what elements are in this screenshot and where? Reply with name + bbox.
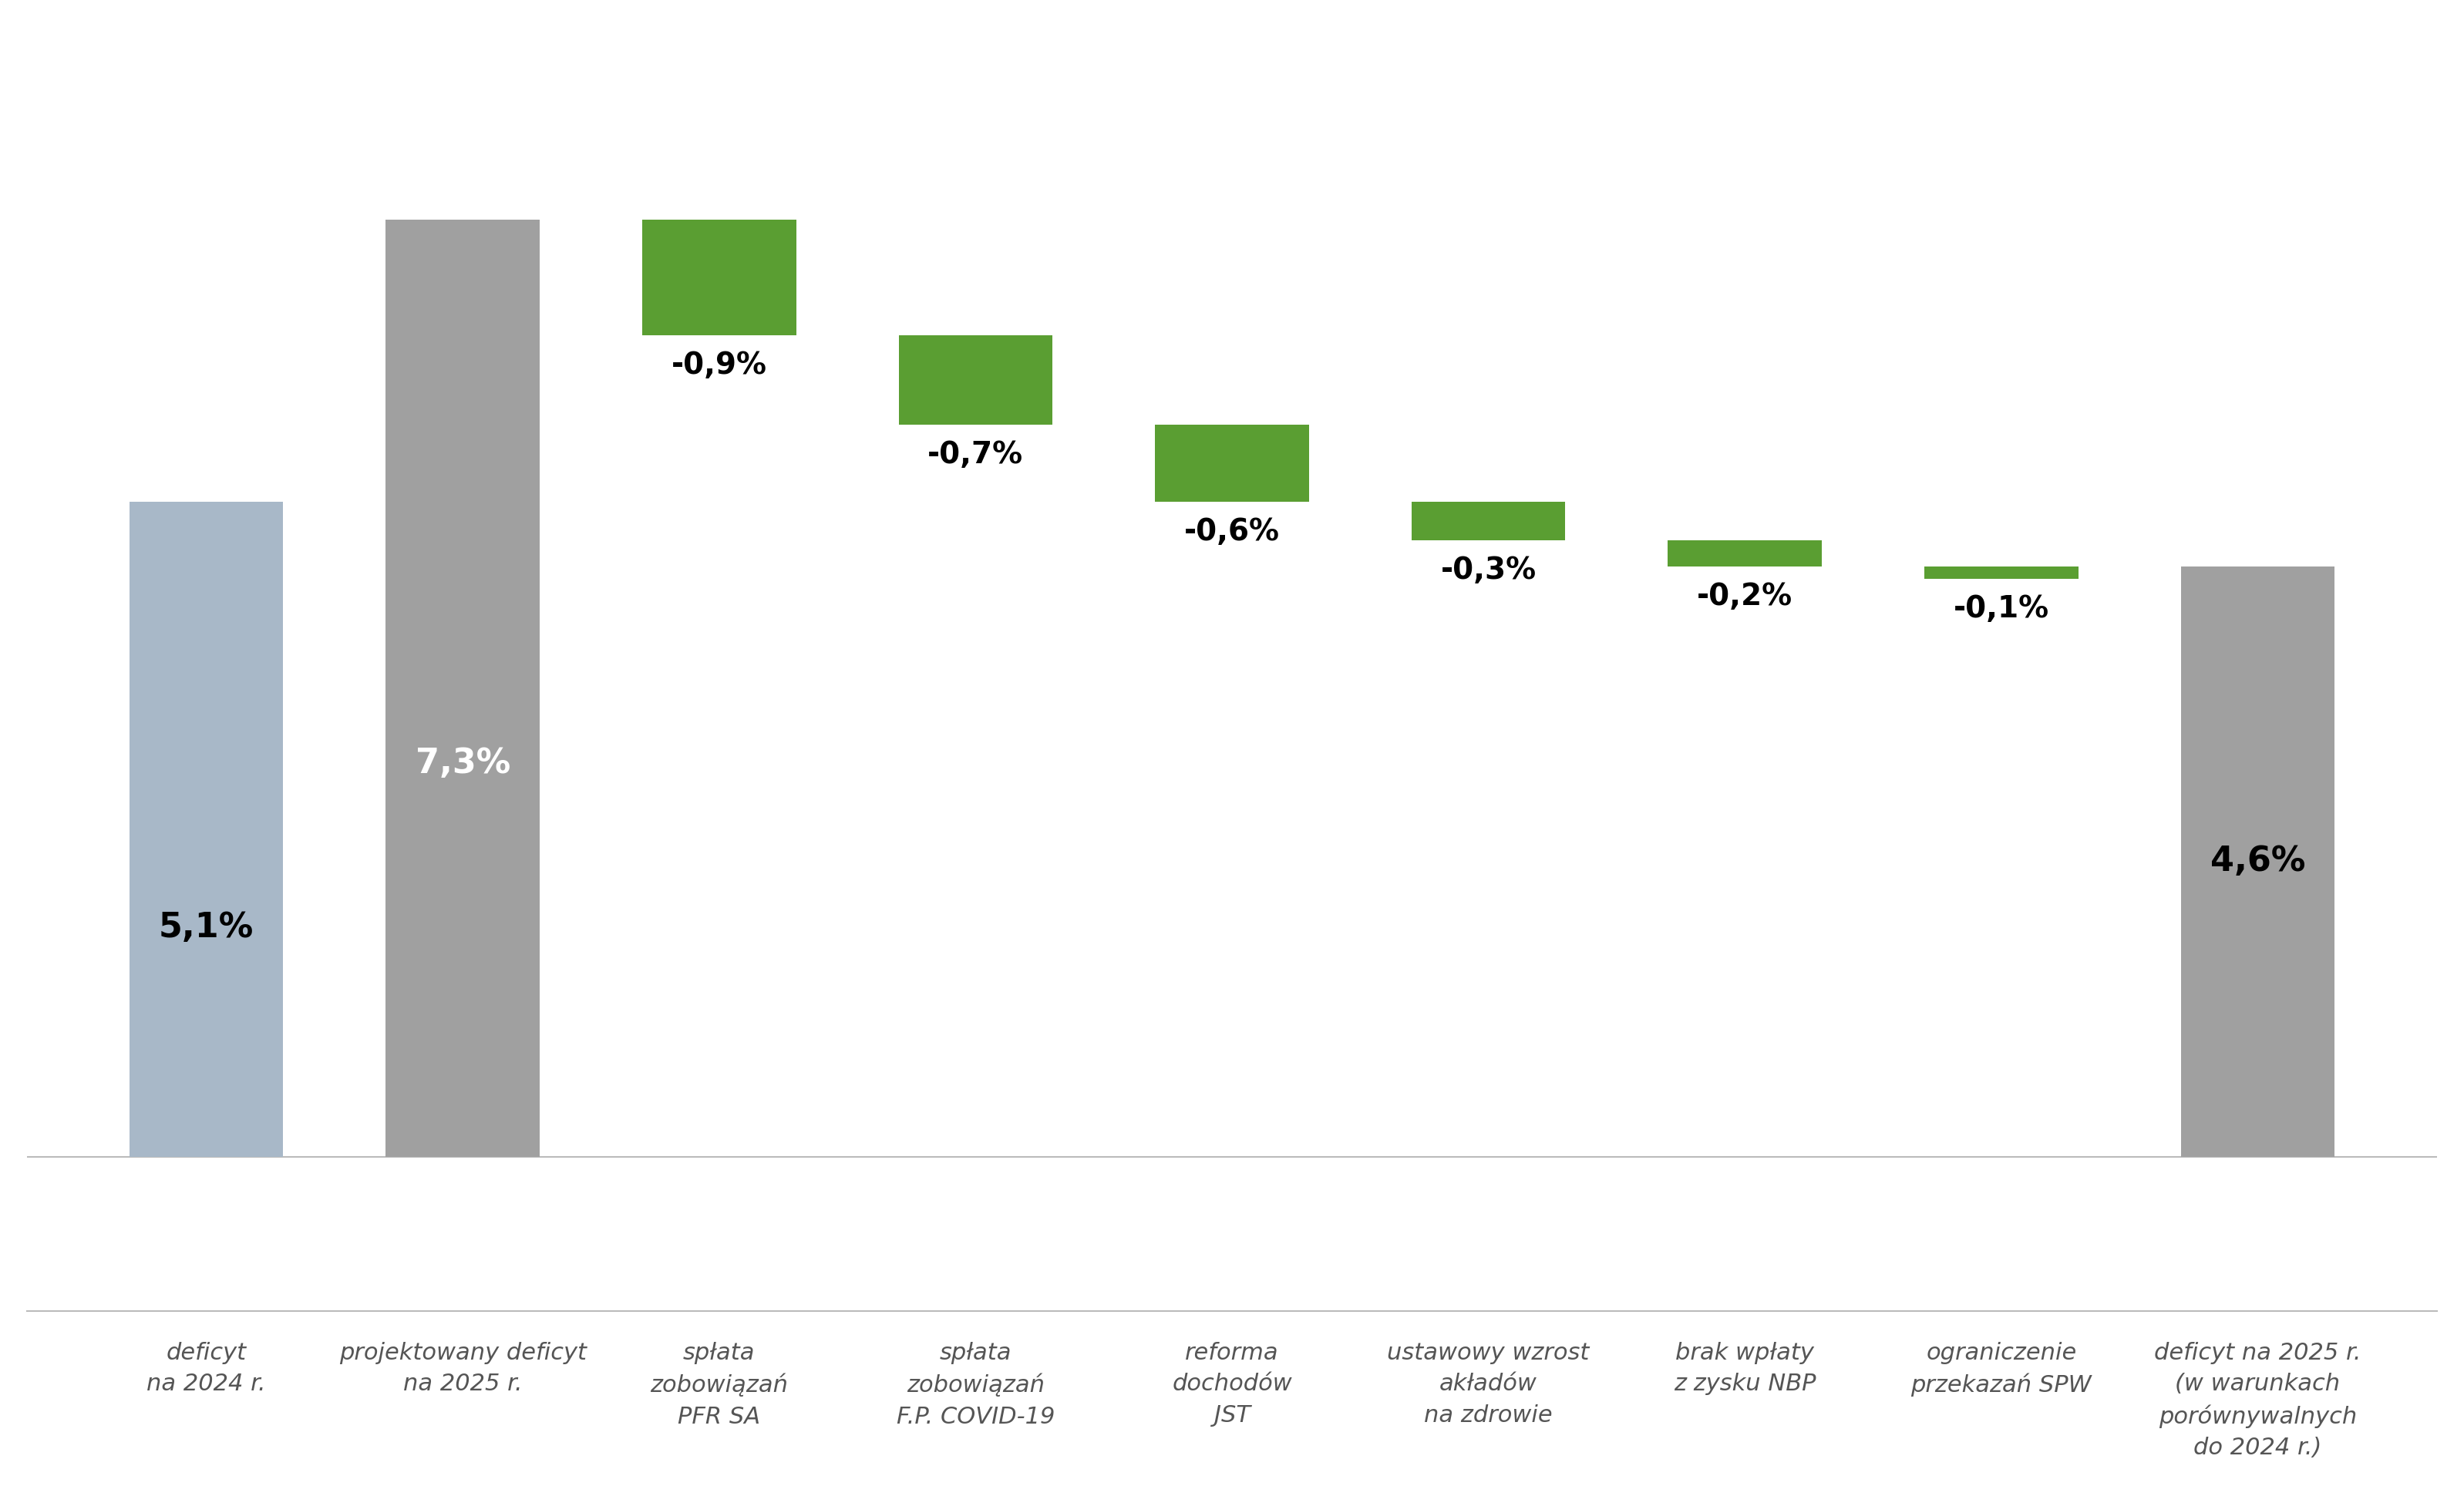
Text: -0,3%: -0,3% [1441, 556, 1535, 585]
Bar [899, 334, 1052, 425]
Bar [128, 502, 283, 1158]
Bar [1924, 566, 2077, 580]
Text: -0,9%: -0,9% [670, 351, 766, 380]
Text: -0,7%: -0,7% [929, 440, 1023, 470]
Text: 4,6%: 4,6% [2210, 846, 2306, 878]
Text: -0,2%: -0,2% [1698, 581, 1794, 611]
Bar [387, 220, 540, 1158]
Bar [1668, 541, 1821, 566]
Bar [2181, 566, 2336, 1158]
Bar [1156, 425, 1308, 502]
Bar [643, 220, 796, 334]
Text: 7,3%: 7,3% [416, 746, 510, 780]
Text: -0,6%: -0,6% [1185, 517, 1279, 547]
Bar [1412, 502, 1565, 541]
Text: -0,1%: -0,1% [1954, 594, 2050, 624]
Text: 5,1%: 5,1% [158, 911, 254, 944]
